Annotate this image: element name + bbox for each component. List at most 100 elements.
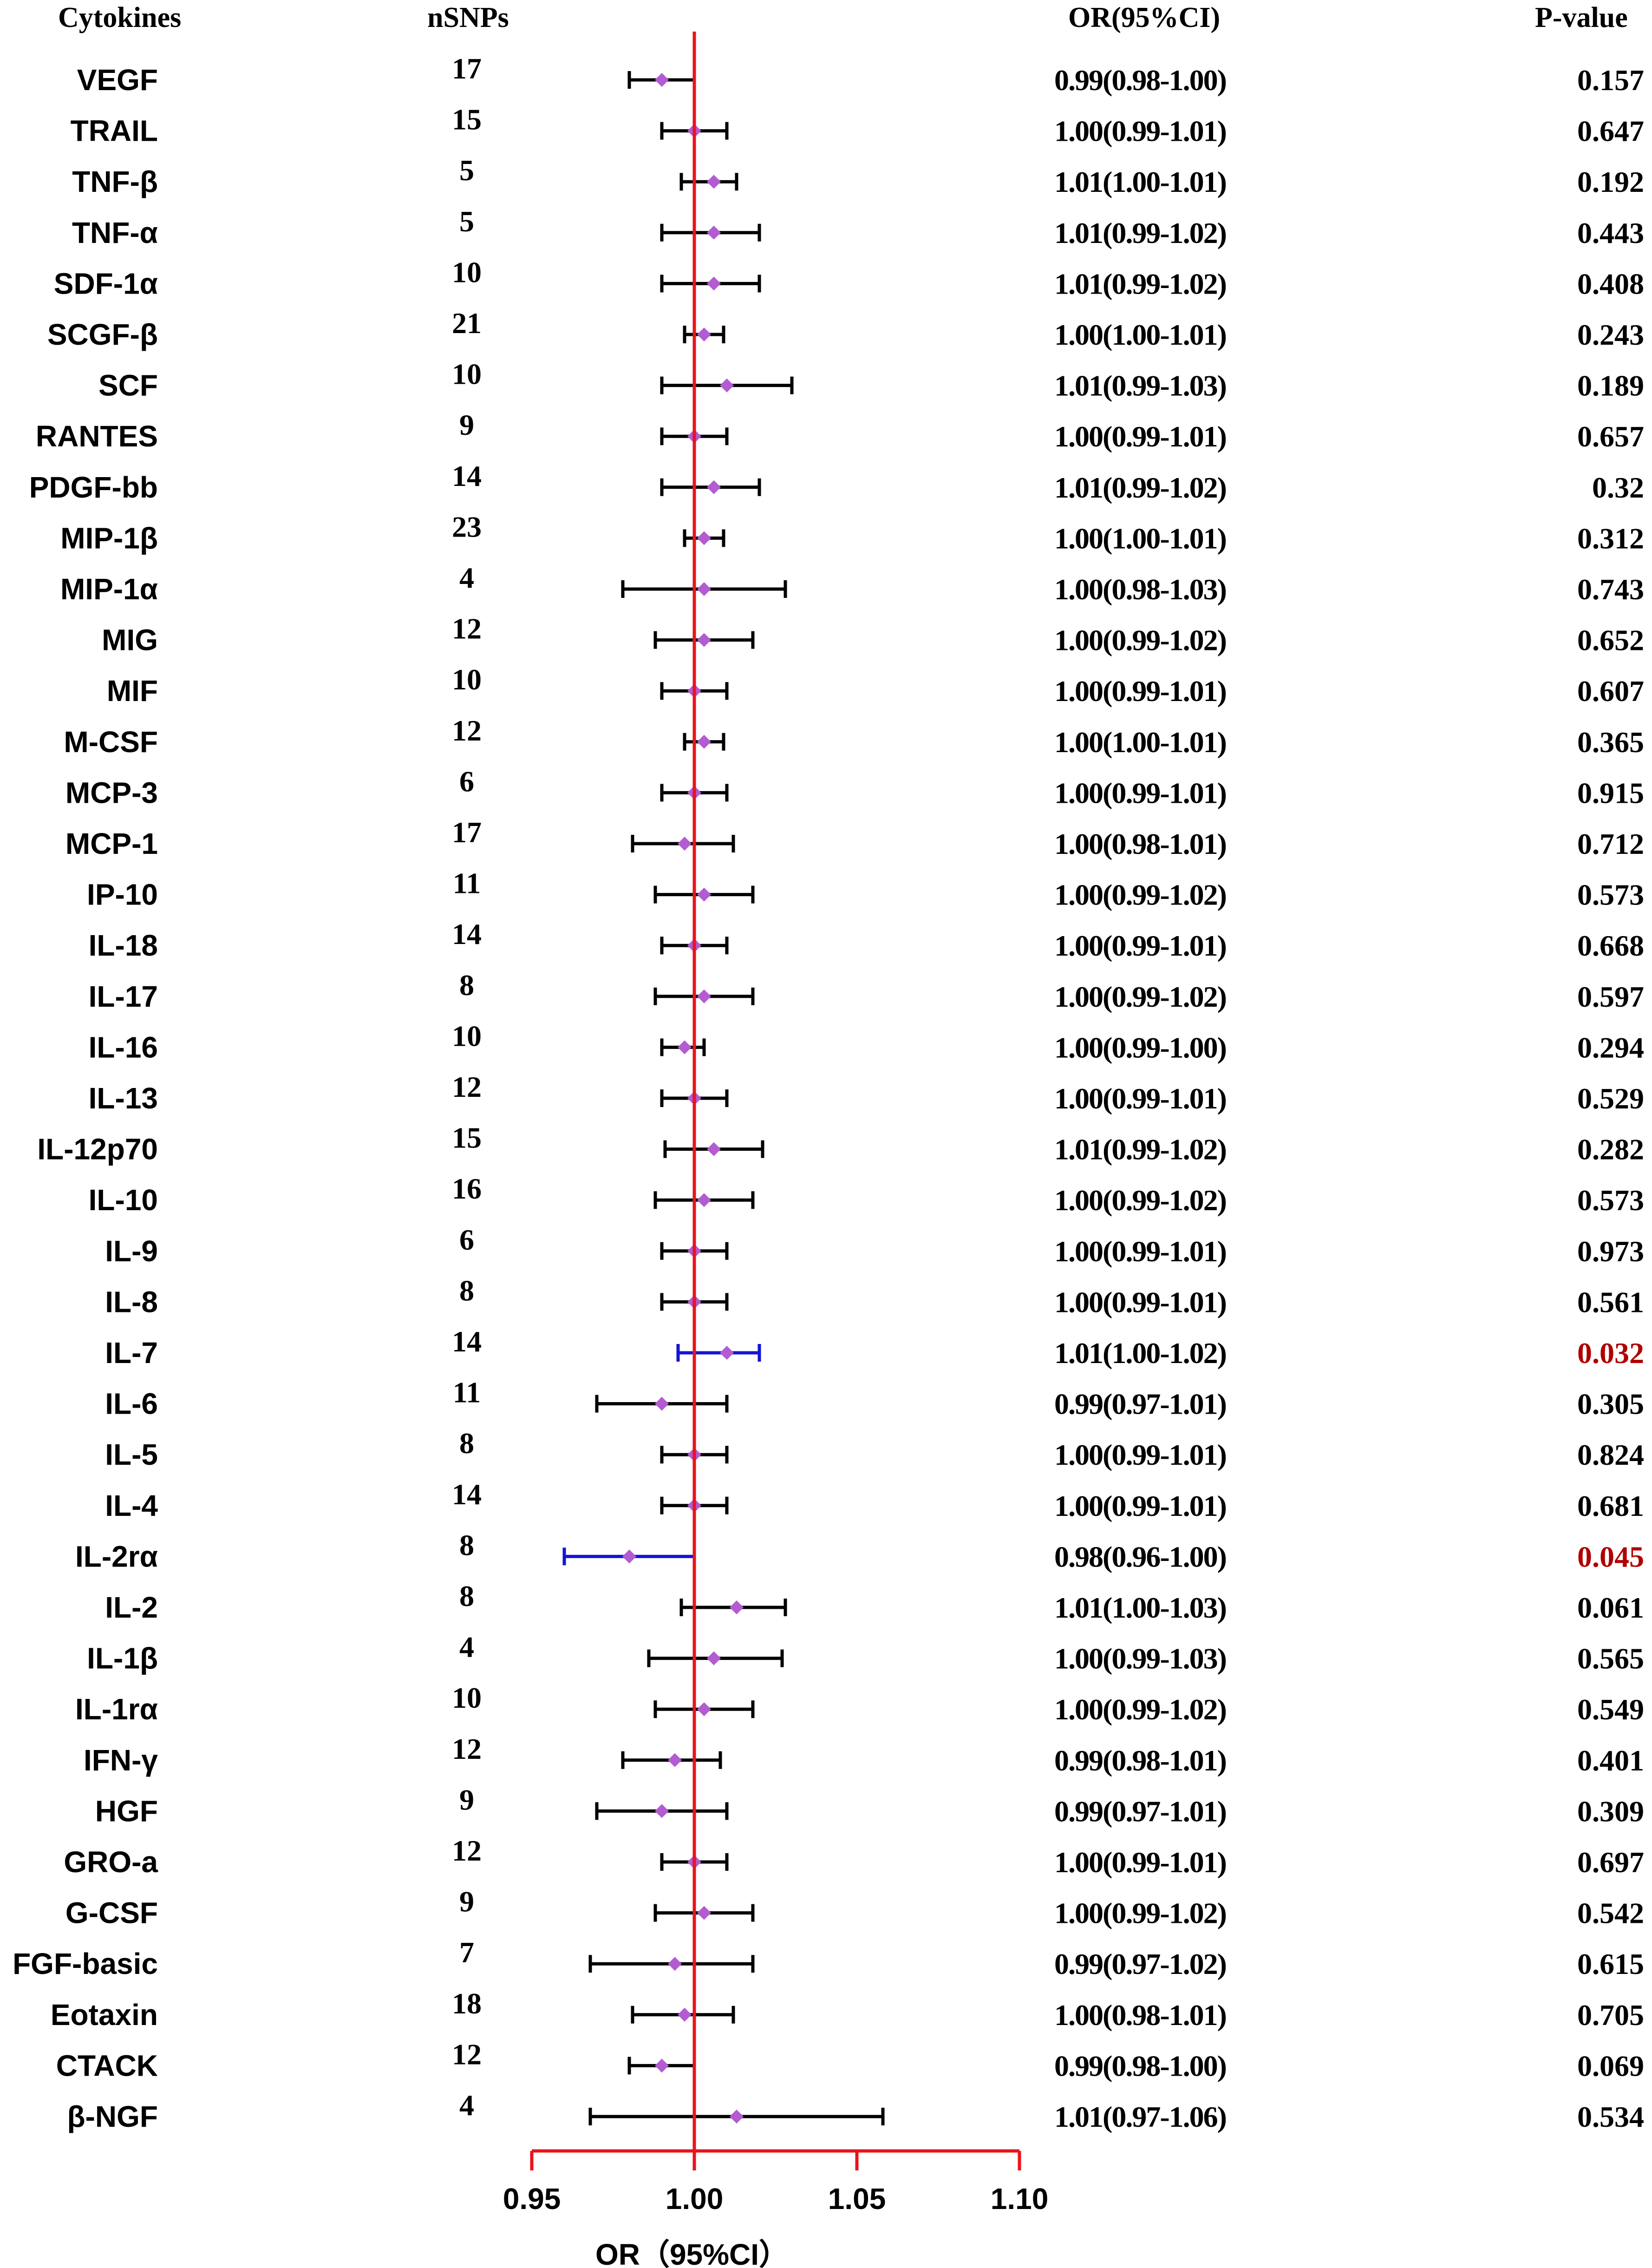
p-value: 0.652 xyxy=(1577,624,1644,657)
cytokine-label: IL-6 xyxy=(105,1387,158,1421)
forest-row: TRAIL 15 1.00(0.99-1.01) 0.647 xyxy=(71,103,1644,148)
or-ci-value: 0.99(0.98-1.00) xyxy=(1054,2049,1226,2082)
nsnps-value: 6 xyxy=(459,765,474,798)
x-axis-title: OR（95%CI） xyxy=(595,2238,789,2268)
p-value: 0.32 xyxy=(1592,471,1644,504)
x-tick-label: 1.05 xyxy=(828,2182,886,2216)
header-or-ci: OR(95%CI) xyxy=(1068,2,1220,33)
or-point xyxy=(697,328,711,341)
forest-row: MIF 10 1.00(0.99-1.01) 0.607 xyxy=(107,663,1644,708)
nsnps-value: 9 xyxy=(459,1885,474,1918)
p-value: 0.615 xyxy=(1577,1947,1644,1980)
or-point xyxy=(668,1753,682,1767)
forest-row: MCP-3 6 1.00(0.99-1.01) 0.915 xyxy=(65,765,1644,809)
x-tick-label: 0.95 xyxy=(503,2182,561,2216)
or-ci-value: 1.00(0.99-1.01) xyxy=(1054,929,1226,962)
or-ci-value: 1.01(1.00-1.03) xyxy=(1054,1591,1226,1624)
or-ci-value: 0.99(0.98-1.00) xyxy=(1054,64,1226,97)
or-point xyxy=(707,1651,721,1665)
forest-row: CTACK 12 0.99(0.98-1.00) 0.069 xyxy=(56,2038,1644,2082)
cytokine-label: G-CSF xyxy=(65,1896,158,1930)
nsnps-value: 10 xyxy=(452,358,482,391)
or-point xyxy=(720,378,734,393)
or-point xyxy=(697,633,711,647)
forest-row: IL-10 16 1.00(0.99-1.02) 0.573 xyxy=(89,1172,1644,1217)
cytokine-label: IL-10 xyxy=(89,1183,158,1217)
or-ci-value: 1.01(0.97-1.06) xyxy=(1054,2100,1226,2133)
or-point xyxy=(668,1957,682,1971)
cytokine-label: MIP-1β xyxy=(60,521,158,555)
p-value: 0.408 xyxy=(1577,267,1644,300)
p-value: 0.565 xyxy=(1577,1642,1644,1675)
p-value: 0.681 xyxy=(1577,1489,1644,1522)
forest-row: MIP-1α 4 1.00(0.98-1.03) 0.743 xyxy=(60,561,1644,606)
cytokine-label: TNF-β xyxy=(72,165,158,198)
forest-row: Eotaxin 18 1.00(0.98-1.01) 0.705 xyxy=(51,1987,1644,2032)
or-point xyxy=(655,1804,669,1818)
p-value: 0.032 xyxy=(1577,1337,1644,1370)
nsnps-value: 10 xyxy=(452,663,482,696)
or-ci-value: 1.00(0.99-1.02) xyxy=(1054,1897,1226,1930)
p-value: 0.743 xyxy=(1577,573,1644,606)
forest-row: MIP-1β 23 1.00(1.00-1.01) 0.312 xyxy=(60,510,1644,555)
or-ci-value: 1.00(0.99-1.01) xyxy=(1054,1082,1226,1115)
forest-row: MCP-1 17 1.00(0.98-1.01) 0.712 xyxy=(65,816,1644,860)
forest-row: G-CSF 9 1.00(0.99-1.02) 0.542 xyxy=(65,1885,1644,1930)
forest-row: IL-7 14 1.01(1.00-1.02) 0.032 xyxy=(105,1325,1644,1370)
forest-row: IL-2rα 8 0.98(0.96-1.00) 0.045 xyxy=(75,1528,1644,1573)
p-value: 0.312 xyxy=(1577,522,1644,555)
p-value: 0.542 xyxy=(1577,1897,1644,1930)
p-value: 0.697 xyxy=(1577,1846,1644,1879)
or-ci-value: 1.00(0.99-1.02) xyxy=(1054,980,1226,1013)
p-value: 0.282 xyxy=(1577,1133,1644,1166)
or-point xyxy=(655,73,669,87)
or-ci-value: 1.00(0.99-1.02) xyxy=(1054,1693,1226,1726)
cytokine-label: M-CSF xyxy=(64,725,158,759)
forest-row: SCGF-β 21 1.00(1.00-1.01) 0.243 xyxy=(47,307,1644,351)
p-value: 0.534 xyxy=(1577,2100,1644,2133)
or-ci-value: 1.00(0.99-1.01) xyxy=(1054,1235,1226,1268)
or-ci-value: 1.00(0.99-1.01) xyxy=(1054,1846,1226,1879)
forest-row: TNF-β 5 1.01(1.00-1.01) 0.192 xyxy=(72,154,1644,198)
p-value: 0.549 xyxy=(1577,1693,1644,1726)
forest-row: IL-4 14 1.00(0.99-1.01) 0.681 xyxy=(105,1478,1644,1522)
cytokine-label: MCP-3 xyxy=(65,776,158,809)
cytokine-label: PDGF-bb xyxy=(29,471,158,504)
nsnps-value: 4 xyxy=(459,2089,474,2122)
p-value: 0.712 xyxy=(1577,827,1644,860)
p-value: 0.069 xyxy=(1577,2049,1644,2082)
or-point xyxy=(707,276,721,291)
forest-row: IL-5 8 1.00(0.99-1.01) 0.824 xyxy=(105,1427,1644,1471)
nsnps-value: 9 xyxy=(459,1783,474,1816)
or-ci-value: 1.01(0.99-1.03) xyxy=(1054,369,1226,402)
p-value: 0.668 xyxy=(1577,929,1644,962)
or-ci-value: 0.98(0.96-1.00) xyxy=(1054,1540,1226,1573)
p-value: 0.573 xyxy=(1577,1184,1644,1217)
or-point xyxy=(730,1600,744,1614)
forest-row: RANTES 9 1.00(0.99-1.01) 0.657 xyxy=(36,408,1644,453)
cytokine-label: IL-5 xyxy=(105,1438,158,1471)
nsnps-value: 6 xyxy=(459,1223,474,1256)
forest-row: IL-1β 4 1.00(0.99-1.03) 0.565 xyxy=(87,1631,1644,1675)
forest-row: HGF 9 0.99(0.97-1.01) 0.309 xyxy=(95,1783,1644,1828)
nsnps-value: 12 xyxy=(452,1070,482,1103)
forest-row: β-NGF 4 1.01(0.97-1.06) 0.534 xyxy=(67,2089,1644,2133)
or-ci-value: 1.00(0.99-1.01) xyxy=(1054,675,1226,708)
p-value: 0.061 xyxy=(1577,1591,1644,1624)
or-ci-value: 1.00(0.99-1.01) xyxy=(1054,1489,1226,1522)
or-point xyxy=(678,837,692,851)
header-cytokines: Cytokines xyxy=(58,2,181,33)
nsnps-value: 11 xyxy=(453,867,481,900)
or-ci-value: 1.00(0.99-1.01) xyxy=(1054,1285,1226,1318)
nsnps-value: 21 xyxy=(452,307,482,340)
nsnps-value: 10 xyxy=(452,1019,482,1052)
nsnps-value: 12 xyxy=(452,612,482,645)
cytokine-label: RANTES xyxy=(36,420,158,453)
p-value: 0.529 xyxy=(1577,1082,1644,1115)
forest-row: IL-8 8 1.00(0.99-1.01) 0.561 xyxy=(105,1274,1644,1318)
or-point xyxy=(697,531,711,545)
x-tick-label: 1.00 xyxy=(666,2182,724,2216)
or-point xyxy=(697,582,711,596)
or-point xyxy=(707,225,721,240)
cytokine-label: IL-16 xyxy=(89,1030,158,1064)
